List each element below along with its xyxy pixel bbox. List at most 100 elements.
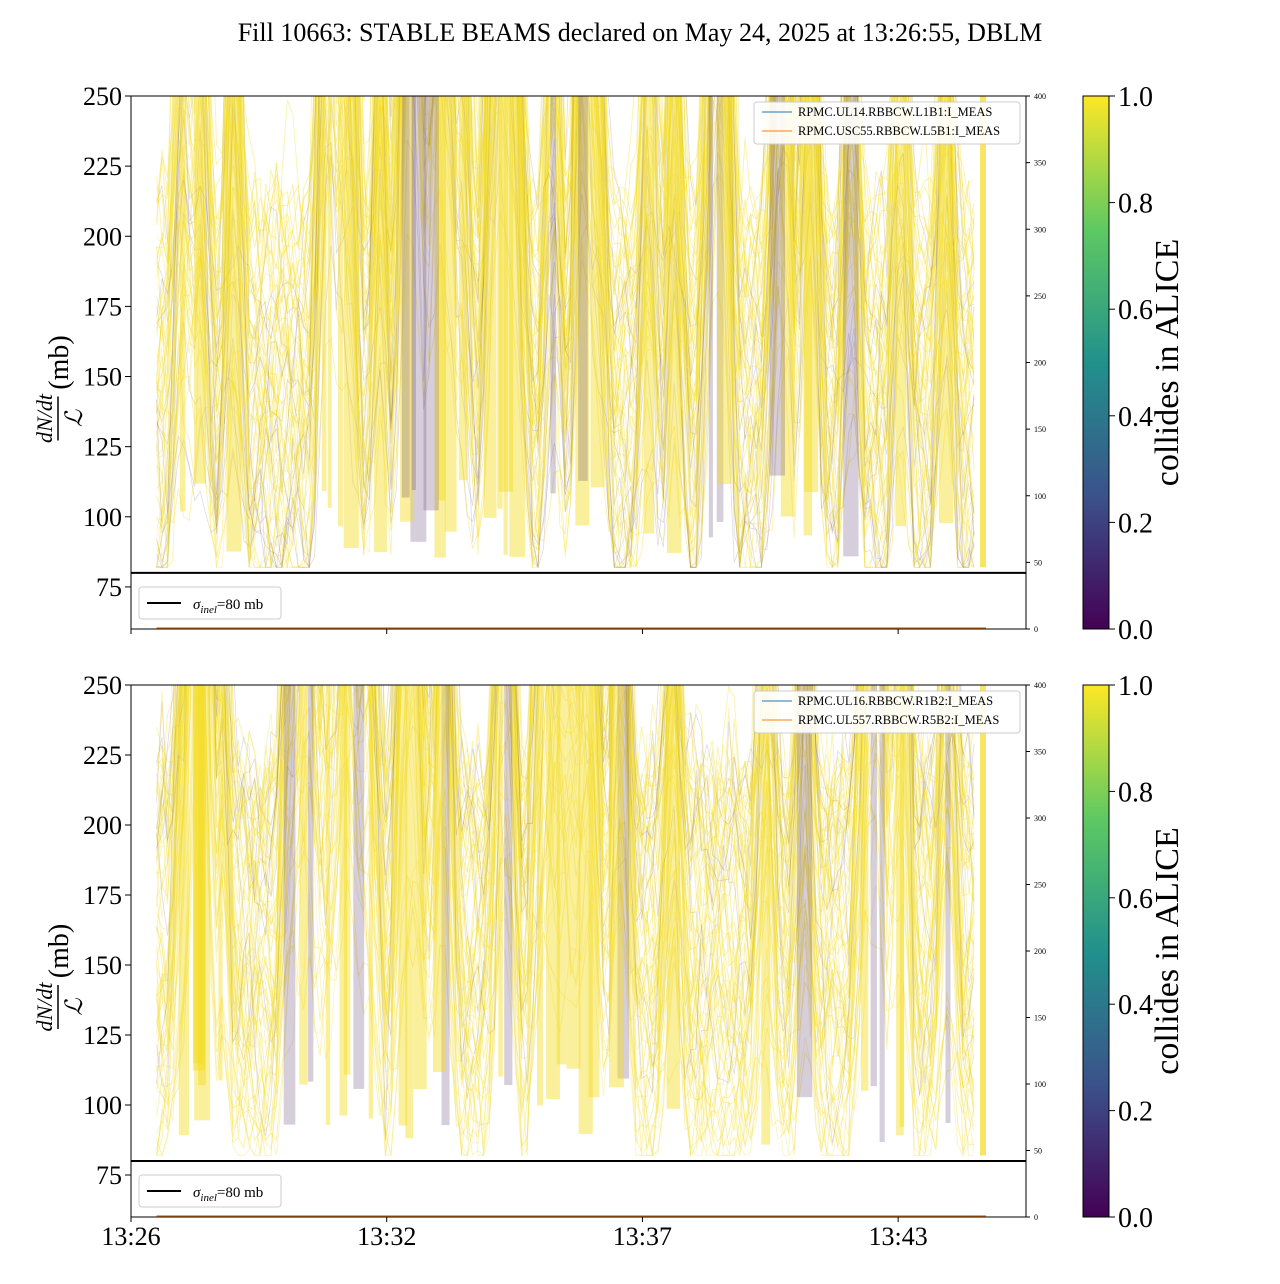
bunch-trace	[156, 685, 975, 819]
figure-title: Fill 10663: STABLE BEAMS declared on May…	[237, 18, 1043, 47]
y2-tick-label: 50	[1034, 558, 1042, 567]
bunch-trace	[156, 96, 975, 568]
trace-bundle	[423, 96, 439, 511]
bunch-trace	[156, 685, 975, 1156]
bunch-trace	[156, 685, 975, 1047]
trace-bundle	[368, 685, 373, 1119]
trace-bundle	[617, 685, 630, 1079]
bunch-trace	[156, 685, 975, 1042]
colorbar-tick-label: 1.0	[1118, 671, 1153, 702]
bunch-trace	[156, 96, 975, 340]
bunch-trace	[156, 96, 975, 347]
bunch-trace	[156, 685, 975, 1005]
bunch-trace	[156, 685, 975, 1083]
trace-bundle	[879, 685, 885, 1142]
bunch-trace	[156, 96, 975, 557]
bunch-trace	[156, 685, 975, 845]
trace-bundle	[226, 96, 242, 552]
bunch-trace	[156, 685, 975, 1100]
colorbar-tick-label: 0.0	[1118, 615, 1153, 646]
bunch-trace	[156, 96, 975, 248]
trace-bundle	[761, 685, 771, 1145]
trace-bundle	[945, 685, 951, 1123]
bunch-trace	[156, 96, 975, 568]
colorbar-label: collides in ALICE	[1149, 827, 1186, 1074]
colorbar-tick-label: 0.2	[1118, 1097, 1153, 1128]
trace-bundle	[667, 96, 682, 553]
x-tick-label: 13:26	[101, 1222, 160, 1251]
bunch-trace	[156, 96, 975, 288]
bunch-trace	[156, 96, 975, 568]
y-label-numerator: dN/dt	[32, 982, 57, 1032]
trace-bundle	[643, 96, 655, 534]
legend-entry: RPMC.UL16.RBBCW.R1B2:I_MEAS	[798, 694, 993, 708]
bunch-trace	[156, 685, 975, 872]
bunch-trace	[156, 96, 975, 328]
trace-bundle	[870, 685, 877, 1087]
y-tick-label: 75	[96, 1161, 122, 1190]
bunch-trace	[156, 685, 975, 1157]
bunch-trace	[156, 685, 975, 989]
colorbar-tick-label: 0.8	[1118, 189, 1153, 220]
colorbar-gradient	[1082, 684, 1110, 1218]
bunch-trace	[156, 685, 975, 1100]
bunch-trace	[156, 685, 975, 1101]
bunch-trace	[156, 685, 975, 927]
bunch-trace	[156, 685, 975, 1093]
y2-tick-label: 300	[1034, 814, 1046, 823]
legend-entry: RPMC.UL14.RBBCW.L1B1:I_MEAS	[798, 105, 992, 119]
trace-bundle	[498, 96, 514, 492]
bunch-trace	[156, 96, 975, 351]
bunch-trace	[156, 685, 975, 1158]
y2-tick-label: 400	[1034, 92, 1046, 101]
trace-bundle	[509, 96, 525, 557]
x-tick-label: 13:37	[613, 1222, 672, 1251]
bunch-trace	[156, 685, 975, 940]
trace-bundle	[980, 685, 986, 1156]
colorbar-top: 0.0 0.2 0.4 0.6 0.8 1.0 collides in ALICE	[1082, 82, 1186, 646]
bunch-trace	[156, 685, 975, 892]
y-tick-label: 225	[83, 741, 122, 770]
legend-series: RPMC.UL14.RBBCW.L1B1:I_MEAS RPMC.USC55.RB…	[753, 101, 1021, 145]
y2-tick-label: 0	[1034, 1213, 1038, 1222]
legend-box	[138, 1174, 282, 1208]
bunch-trace	[156, 96, 975, 249]
bunch-trace	[156, 685, 975, 1044]
bunch-trace	[156, 685, 975, 1124]
trace-bundle	[588, 685, 600, 1098]
bunch-trace	[156, 685, 975, 863]
bunch-trace	[156, 96, 975, 501]
bunch-trace	[156, 685, 975, 1080]
trace-bundle	[299, 685, 308, 1085]
bunch-trace	[156, 685, 975, 846]
trace-bundle	[434, 96, 446, 558]
y-label-numerator: dN/dt	[32, 393, 57, 443]
colorbar-tick-label: 0.2	[1118, 508, 1153, 539]
panel-top: 75 100 125 150 175 200 225 250 0 50 100 150 200 250 30…	[32, 82, 1046, 634]
bunch-trace	[156, 685, 975, 911]
bunch-trace	[156, 685, 975, 996]
trace-bundle	[343, 685, 351, 1075]
y2-tick-label: 200	[1034, 359, 1046, 368]
bunch-trace	[156, 96, 975, 446]
trace-bundle	[578, 685, 593, 1134]
bunch-trace	[156, 96, 975, 316]
bunch-trace	[156, 96, 975, 569]
bunch-trace	[156, 685, 975, 956]
trace-bundle	[327, 96, 332, 508]
trace-bundle	[441, 685, 450, 1126]
y2-tick-label: 0	[1034, 625, 1038, 634]
bunch-trace	[156, 685, 975, 924]
bunch-trace	[156, 96, 975, 376]
trace-bundle	[896, 685, 904, 1136]
trace-bundle	[400, 96, 413, 522]
legend-series: RPMC.UL16.RBBCW.R1B2:I_MEAS RPMC.UL557.RB…	[753, 690, 1021, 734]
bunch-trace	[156, 96, 975, 486]
bunch-trace	[156, 96, 975, 548]
bunch-trace	[156, 685, 975, 1158]
bunch-trace	[156, 685, 975, 933]
bunch-trace	[156, 685, 975, 848]
bunch-trace	[156, 685, 975, 874]
y2-tick-label: 300	[1034, 225, 1046, 234]
trace-bundle	[198, 685, 206, 1086]
